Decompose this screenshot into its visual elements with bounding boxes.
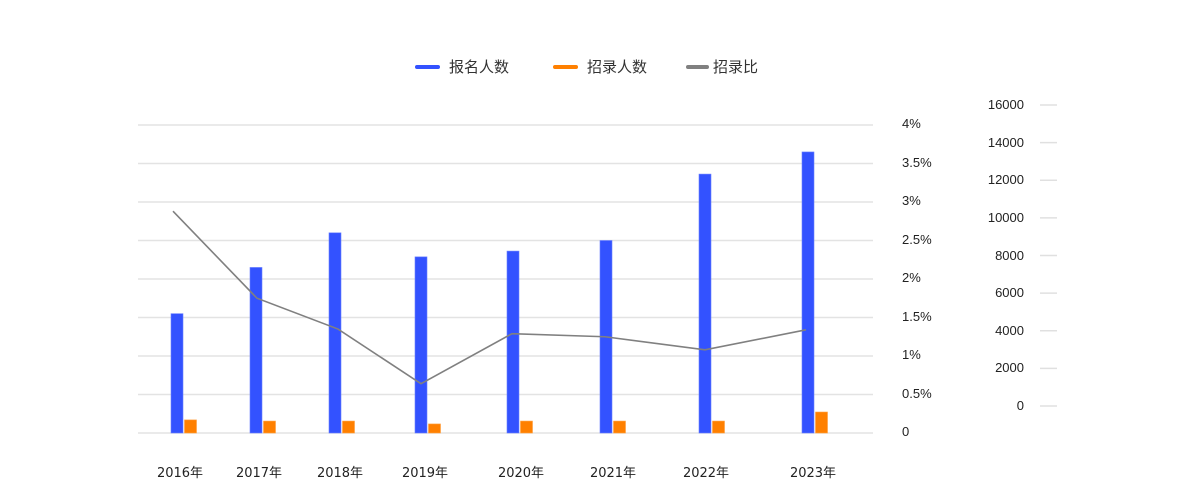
bar-admitted (428, 423, 441, 434)
legend-label: 招录比 (713, 58, 759, 76)
right-axis-tick-label: 10000 (987, 209, 1024, 225)
left-axis-tick-label: 3% (902, 193, 921, 208)
bar-applicants (249, 267, 263, 434)
x-axis-tick-label: 2021年 (589, 466, 637, 481)
left-axis-tick-label: 1% (902, 347, 921, 362)
left-axis-tick-label: 2% (902, 270, 921, 285)
legend-item-admitted[interactable]: 招录人数 (553, 56, 647, 77)
x-axis-tick-label: 2023年 (789, 466, 837, 481)
right-axis-tick-label: 14000 (987, 134, 1024, 150)
legend-label: 招录人数 (587, 58, 648, 76)
left-axis-tick-label: 4% (902, 116, 921, 131)
right-axis-tick-label: 2000 (995, 360, 1024, 376)
x-axis-tick-label: 2016年 (156, 466, 204, 481)
bar-applicants (801, 151, 815, 434)
left-axis-tick-label: 3.5% (902, 154, 932, 170)
bar-applicants (170, 313, 184, 434)
x-axis-tick-label: 2017年 (235, 466, 283, 481)
chart-legend: 报名人数 招录人数 招录比 (0, 56, 1200, 80)
bar-applicants (698, 173, 712, 434)
right-axis-tick-label: 4000 (995, 322, 1024, 338)
bar-applicants (414, 256, 428, 434)
x-axis-tick-label: 2022年 (682, 466, 730, 481)
bar-admitted (613, 420, 626, 434)
bar-admitted (815, 411, 828, 434)
left-axis-tick-label: 2.5% (902, 231, 932, 247)
legend-swatch-blue (415, 64, 440, 69)
right-axis-tick-label: 8000 (995, 247, 1024, 263)
x-axis-tick-label: 2019年 (401, 466, 449, 481)
right-axis-tick-label: 0 (1016, 398, 1024, 413)
bar-admitted (184, 419, 197, 434)
bar-admitted (263, 420, 276, 434)
bar-applicants (328, 232, 342, 434)
legend-label: 报名人数 (449, 58, 510, 76)
right-axis-tick-label: 16000 (987, 97, 1024, 112)
left-axis-tick-label: 1.5% (902, 308, 932, 324)
left-axis-tick-label: 0.5% (902, 385, 932, 401)
x-axis-tick-label: 2018年 (316, 466, 364, 481)
right-axis-tick-label: 6000 (995, 285, 1024, 301)
bar-admitted (712, 420, 725, 434)
legend-swatch-gray (686, 64, 709, 69)
bar-applicants (506, 250, 520, 434)
right-axis-tick-label: 12000 (987, 172, 1024, 188)
x-axis-tick-label: 2020年 (497, 466, 545, 481)
legend-swatch-orange (553, 64, 578, 69)
bar-admitted (342, 420, 355, 434)
legend-item-ratio[interactable]: 招录比 (686, 56, 758, 77)
left-axis-tick-label: 0 (902, 424, 910, 439)
legend-item-applicants[interactable]: 报名人数 (415, 56, 509, 77)
ratio-line (172, 210, 807, 385)
bar-admitted (520, 420, 533, 434)
